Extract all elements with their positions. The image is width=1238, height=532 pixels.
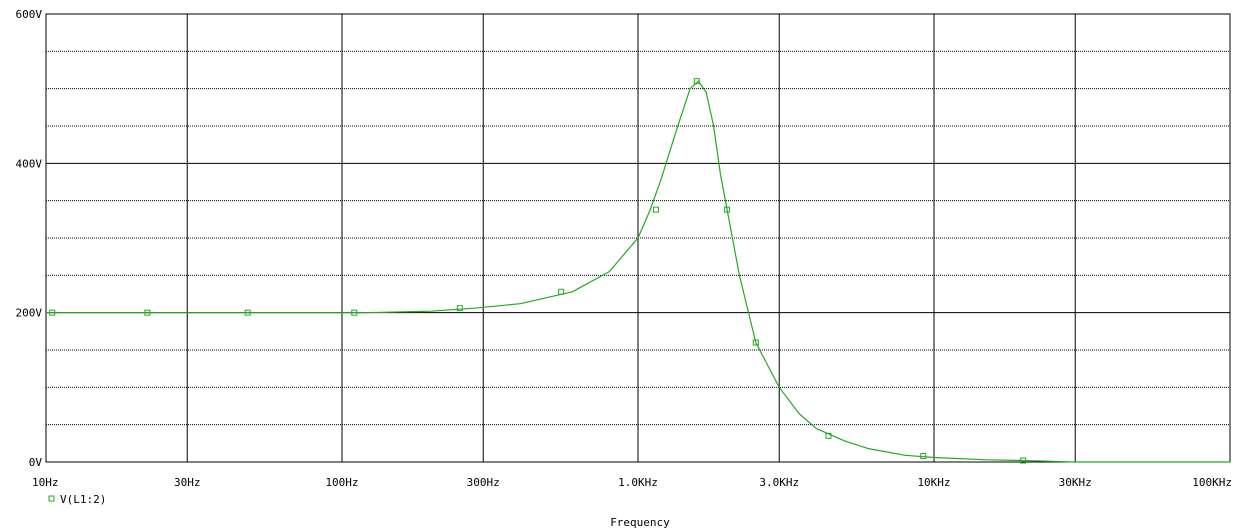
x-axis-title: Frequency [610, 516, 670, 529]
y-tick-label: 200V [16, 307, 43, 320]
y-tick-label: 600V [16, 8, 43, 21]
grid-layer [45, 13, 1231, 463]
y-tick-label: 0V [29, 456, 43, 469]
x-tick-label: 10Hz [32, 476, 59, 489]
legend-marker-v-l1-2 [48, 495, 55, 502]
series-marker [825, 432, 832, 439]
x-tick-label: 30Hz [174, 476, 201, 489]
x-tick-label: 30KHz [1059, 476, 1092, 489]
series-marker [244, 309, 251, 316]
series-marker [693, 78, 700, 85]
legend-label: V(L1:2) [60, 493, 106, 506]
series-marker [49, 309, 56, 316]
series-marker [724, 206, 731, 213]
y-tick-label: 400V [16, 157, 43, 170]
x-axis-tick-labels: 10Hz 30Hz 100Hz 300Hz 1.0KHz 3.0KHz 10KHz 30KHz… [32, 476, 1232, 489]
series-marker [920, 453, 927, 460]
series-layer [46, 78, 1230, 464]
x-tick-label: 100Hz [325, 476, 358, 489]
series-marker [351, 309, 358, 316]
series-marker [752, 339, 759, 346]
series-marker [144, 309, 151, 316]
x-tick-label: 300Hz [467, 476, 500, 489]
x-tick-label: 3.0KHz [759, 476, 799, 489]
x-tick-label: 100KHz [1192, 476, 1232, 489]
series-line-v-l1-2 [46, 80, 1230, 463]
series-marker [652, 206, 659, 213]
series-marker [558, 288, 565, 295]
y-axis-tick-labels: 0V 200V 400V 600V [16, 8, 43, 469]
series-marker [456, 305, 463, 312]
legend: V(L1:2) [48, 493, 106, 506]
series-marker [1020, 457, 1027, 464]
x-tick-label: 10KHz [917, 476, 950, 489]
x-tick-label: 1.0KHz [618, 476, 658, 489]
plot-frame [45, 13, 1231, 463]
